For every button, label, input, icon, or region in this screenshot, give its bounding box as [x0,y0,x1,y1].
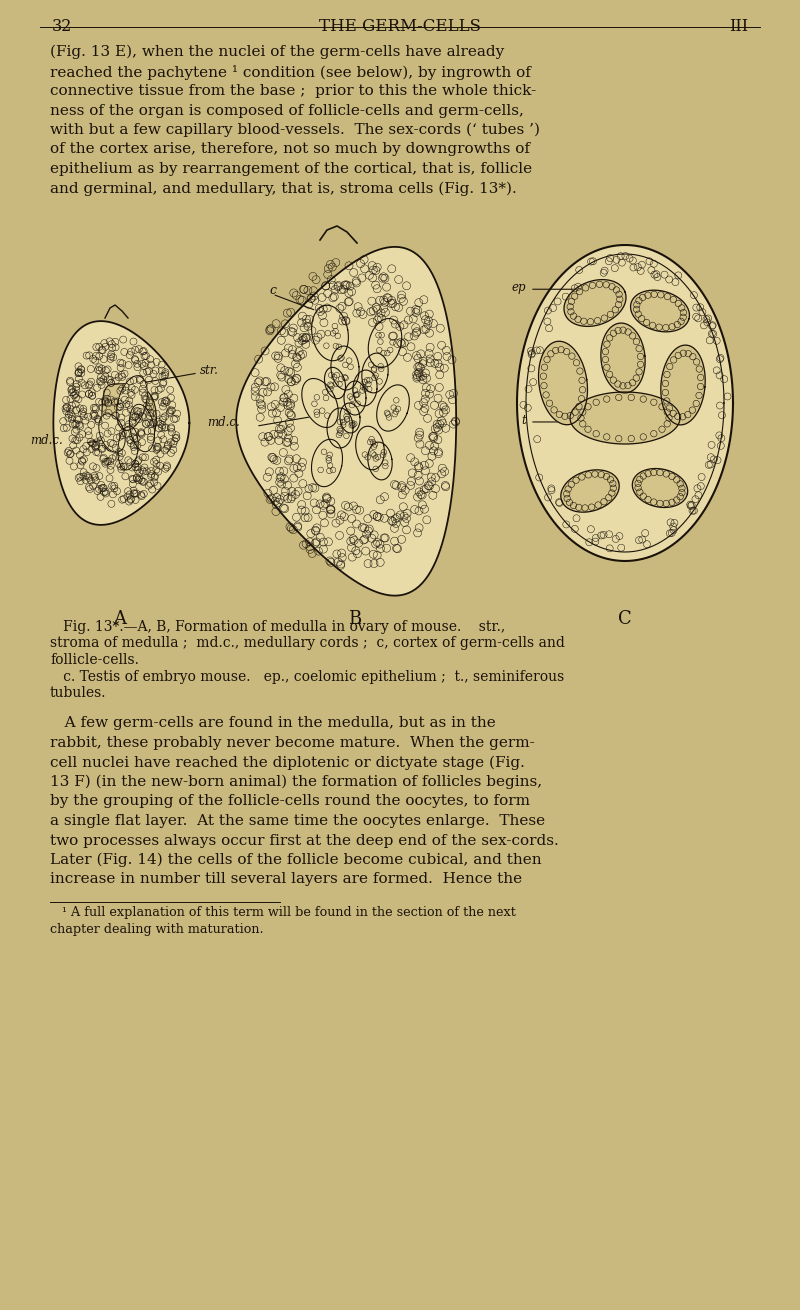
Polygon shape [561,470,619,512]
Text: and germinal, and medullary, that is, stroma cells (Fig. 13*).: and germinal, and medullary, that is, st… [50,182,517,196]
Text: c: c [269,284,276,297]
Polygon shape [344,381,366,415]
Text: rabbit, these probably never become mature.  When the germ-: rabbit, these probably never become matu… [50,736,534,751]
Polygon shape [661,345,705,424]
Text: connective tissue from the base ;  prior to this the whole thick-: connective tissue from the base ; prior … [50,84,536,98]
Polygon shape [538,342,587,424]
Text: a single flat layer.  At the same time the oocytes enlarge.  These: a single flat layer. At the same time th… [50,814,545,828]
Text: reached the pachytene ¹ condition (see below), by ingrowth of: reached the pachytene ¹ condition (see b… [50,64,531,80]
Polygon shape [356,426,384,470]
Text: cell nuclei have reached the diplotenic or dictyate stage (Fig.: cell nuclei have reached the diplotenic … [50,756,525,770]
Text: c. Testis of embryo mouse.   ep., coelomic epithelium ;  t., seminiferous: c. Testis of embryo mouse. ep., coelomic… [50,669,564,684]
Polygon shape [340,403,360,434]
Polygon shape [368,318,402,368]
Text: of the cortex arise, therefore, not so much by downgrowths of: of the cortex arise, therefore, not so m… [50,143,530,156]
Text: Fig. 13*.—A, B, Formation of medulla in ovary of mouse.    str.,: Fig. 13*.—A, B, Formation of medulla in … [50,620,506,634]
Text: tubules.: tubules. [50,686,106,700]
Text: III: III [729,18,748,35]
Polygon shape [312,305,348,360]
Text: Later (Fig. 14) the cells of the follicle become cubical, and then: Later (Fig. 14) the cells of the follicl… [50,853,542,867]
Polygon shape [236,246,456,596]
Polygon shape [377,385,410,431]
Polygon shape [368,441,392,479]
Polygon shape [353,369,377,406]
Polygon shape [118,426,138,470]
Polygon shape [570,392,680,444]
Text: md.c.: md.c. [30,435,62,448]
Polygon shape [102,384,156,452]
Text: with but a few capillary blood-vessels.  The sex-cords (‘ tubes ’): with but a few capillary blood-vessels. … [50,123,540,138]
Polygon shape [325,367,346,398]
Text: C: C [618,610,632,627]
Text: ¹ A full explanation of this term will be found in the section of the next: ¹ A full explanation of this term will b… [50,907,516,920]
Polygon shape [632,469,688,507]
Text: A few germ-cells are found in the medulla, but as in the: A few germ-cells are found in the medull… [50,717,496,731]
Polygon shape [630,291,690,331]
Polygon shape [601,324,645,393]
Text: md.c.: md.c. [206,417,239,430]
Text: increase in number till several layers are formed.  Hence the: increase in number till several layers a… [50,872,522,887]
Polygon shape [130,405,154,452]
Text: 32: 32 [52,18,72,35]
Text: (Fig. 13 E), when the nuclei of the germ-cells have already: (Fig. 13 E), when the nuclei of the germ… [50,45,504,59]
Text: 13 F) (in the new-born animal) the formation of follicles begins,: 13 F) (in the new-born animal) the forma… [50,776,542,790]
Polygon shape [54,321,190,525]
Text: t: t [521,414,526,427]
Text: THE GERM-CELLS: THE GERM-CELLS [319,18,481,35]
Text: two processes always occur first at the deep end of the sex-cords.: two processes always occur first at the … [50,833,558,848]
Text: chapter dealing with maturation.: chapter dealing with maturation. [50,922,264,935]
Polygon shape [302,379,338,427]
Polygon shape [99,414,125,452]
Text: ep: ep [511,282,526,295]
Polygon shape [564,279,626,326]
Polygon shape [517,245,733,561]
Text: A: A [114,610,126,627]
Polygon shape [331,346,359,390]
Polygon shape [311,439,342,486]
Text: by the grouping of the follicle-cells round the oocytes, to form: by the grouping of the follicle-cells ro… [50,794,530,808]
Polygon shape [117,376,147,430]
Polygon shape [327,407,353,448]
Text: ness of the organ is composed of follicle-cells and germ-cells,: ness of the organ is composed of follicl… [50,103,524,118]
Text: stroma of medulla ;  md.c., medullary cords ;  c, cortex of germ-cells and: stroma of medulla ; md.c., medullary cor… [50,637,565,651]
Text: str.: str. [200,363,219,376]
Text: epithelium as by rearrangement of the cortical, that is, follicle: epithelium as by rearrangement of the co… [50,162,532,176]
Polygon shape [362,354,388,393]
Text: B: B [348,610,362,627]
Text: follicle-cells.: follicle-cells. [50,652,139,667]
